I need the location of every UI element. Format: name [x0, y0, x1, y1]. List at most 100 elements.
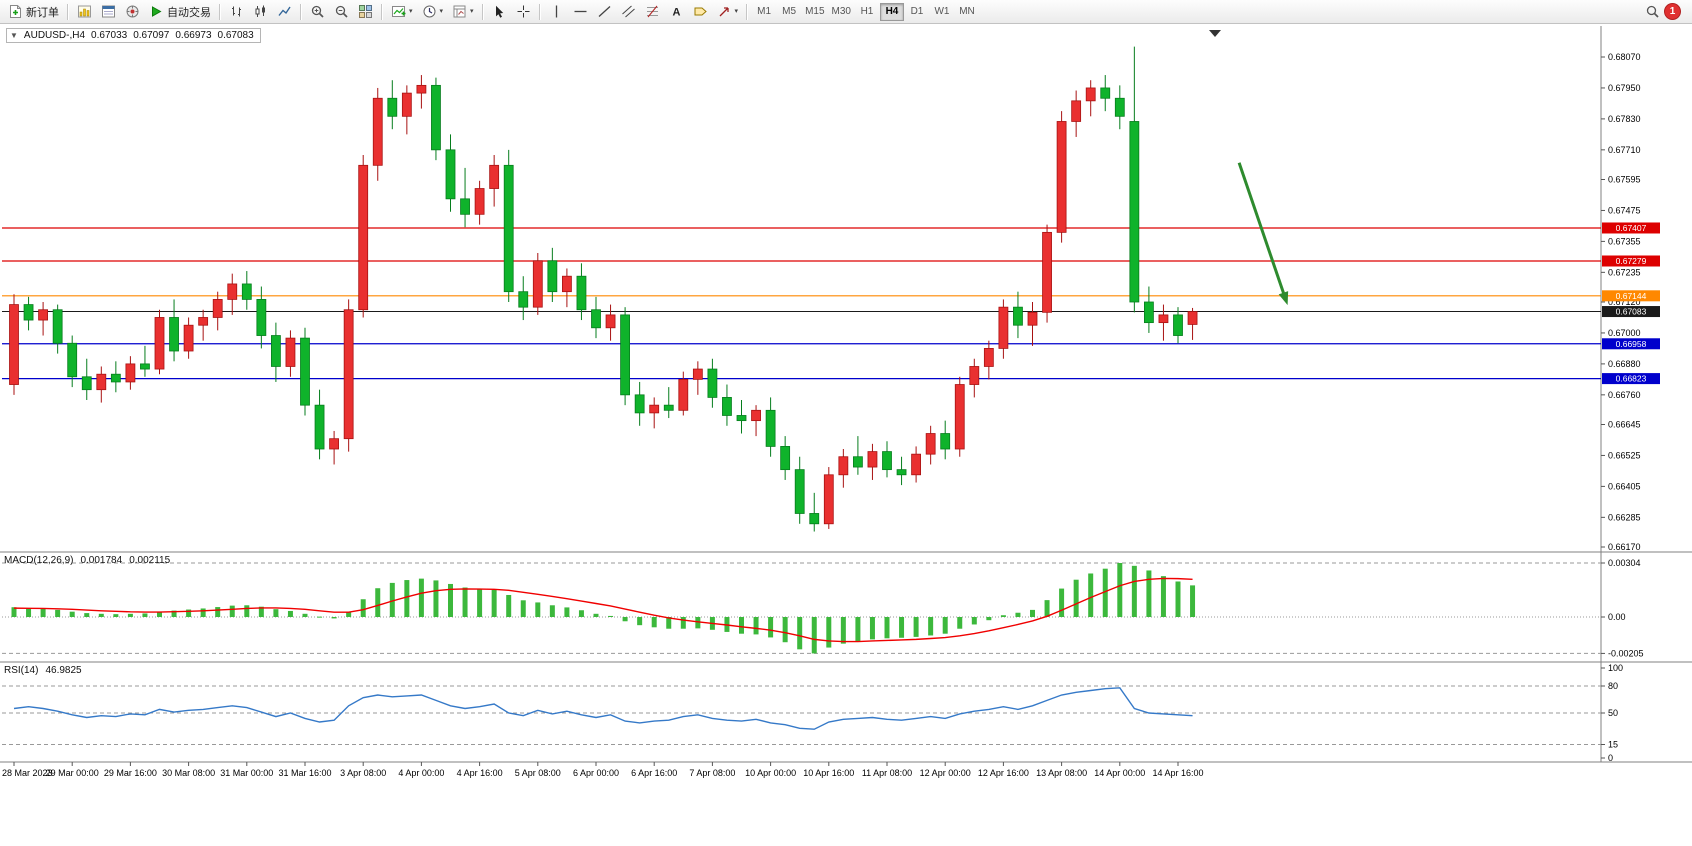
- svg-text:0: 0: [1608, 753, 1613, 763]
- indicators-icon: [392, 6, 406, 17]
- svg-text:13 Apr 08:00: 13 Apr 08:00: [1036, 768, 1087, 778]
- toolbar-separator: [67, 3, 69, 20]
- rsi-indicator-label: RSI(14) 46.9825: [4, 665, 82, 676]
- candlestick-mode-icon: [255, 5, 265, 17]
- toolbar-separator: [538, 3, 541, 20]
- navigator-icon: [126, 5, 139, 18]
- toolbar-separator: [219, 3, 221, 20]
- templates-button[interactable]: ▾: [448, 2, 478, 22]
- rsi-name: RSI(14): [4, 665, 39, 676]
- text-icon: A: [672, 7, 680, 19]
- svg-text:0.00: 0.00: [1608, 612, 1626, 622]
- svg-text:30 Mar 08:00: 30 Mar 08:00: [162, 768, 215, 778]
- tile-windows-button[interactable]: [354, 2, 377, 22]
- low-value: 0.66973: [175, 30, 212, 41]
- svg-text:12 Apr 00:00: 12 Apr 00:00: [920, 768, 971, 778]
- svg-text:14 Apr 00:00: 14 Apr 00:00: [1094, 768, 1145, 778]
- timeframe-button-h4[interactable]: H4: [879, 2, 904, 21]
- channel-icon: [621, 5, 635, 18]
- market-watch-icon: [102, 5, 115, 18]
- label-tool-button[interactable]: [689, 2, 712, 22]
- high-value: 0.67097: [133, 30, 170, 41]
- svg-text:6 Apr 00:00: 6 Apr 00:00: [573, 768, 619, 778]
- svg-text:0.66525: 0.66525: [1608, 450, 1641, 460]
- candlestick-mode-button[interactable]: [249, 2, 272, 22]
- periods-button[interactable]: ▾: [418, 2, 448, 22]
- charts-icon: [78, 5, 91, 18]
- toolbar-separator: [300, 3, 302, 20]
- svg-text:0.67355: 0.67355: [1608, 236, 1641, 246]
- navigator-button[interactable]: [121, 2, 144, 22]
- label-icon: [694, 7, 707, 16]
- svg-text:0.66405: 0.66405: [1608, 481, 1641, 491]
- svg-text:0.67710: 0.67710: [1608, 145, 1641, 155]
- zoom-in-button[interactable]: [306, 2, 329, 22]
- macd-signal-value: 0.002115: [129, 555, 171, 566]
- chart-window: 0.68070 0.67950 0.67830 0.67710 0.67595 0.674…: [0, 24, 1692, 784]
- text-tool-button[interactable]: A: [665, 2, 688, 22]
- zoom-out-button[interactable]: [330, 2, 353, 22]
- svg-text:4 Apr 16:00: 4 Apr 16:00: [457, 768, 503, 778]
- line-chart-mode-icon: [278, 6, 291, 16]
- svg-text:28 Mar 2023: 28 Mar 2023: [2, 768, 53, 778]
- crosshair-button[interactable]: [512, 2, 535, 22]
- line-chart-mode-button[interactable]: [273, 2, 296, 22]
- collapse-icon[interactable]: ▼: [10, 31, 18, 40]
- timeframe-button-mn[interactable]: MN: [955, 3, 979, 21]
- auto-trading-button[interactable]: 自动交易: [145, 2, 215, 22]
- svg-text:100: 100: [1608, 663, 1623, 673]
- zoom-in-icon: [311, 5, 324, 18]
- svg-text:0.67120: 0.67120: [1608, 297, 1641, 307]
- new-order-button[interactable]: 新订单: [4, 2, 63, 22]
- charts-button[interactable]: [73, 2, 96, 22]
- macd-value: 0.001784: [80, 555, 123, 566]
- svg-text:0.00304: 0.00304: [1608, 558, 1641, 568]
- svg-text:10 Apr 00:00: 10 Apr 00:00: [745, 768, 796, 778]
- timeframe-button-m5[interactable]: M5: [777, 3, 801, 21]
- svg-text:0.66760: 0.66760: [1608, 390, 1641, 400]
- svg-text:A: A: [672, 7, 680, 19]
- crosshair-icon: [517, 5, 530, 18]
- svg-text:5 Apr 08:00: 5 Apr 08:00: [515, 768, 561, 778]
- svg-text:10 Apr 16:00: 10 Apr 16:00: [803, 768, 854, 778]
- search-button[interactable]: [1641, 2, 1664, 22]
- svg-text:14 Apr 16:00: 14 Apr 16:00: [1152, 768, 1203, 778]
- bar-chart-mode-button[interactable]: [225, 2, 248, 22]
- auto-trading-icon: [152, 6, 162, 17]
- svg-text:29 Mar 16:00: 29 Mar 16:00: [104, 768, 157, 778]
- cursor-icon: [495, 5, 503, 18]
- vertical-line-tool-button[interactable]: [545, 2, 568, 22]
- channel-tool-button[interactable]: [617, 2, 640, 22]
- timeframe-button-m30[interactable]: M30: [829, 3, 854, 21]
- horizontal-line-icon: [574, 10, 587, 13]
- indicators-dropdown-caret: ▾: [409, 8, 413, 15]
- arrows-tool-button[interactable]: ▾: [713, 2, 743, 22]
- timeframe-button-h1[interactable]: H1: [855, 3, 879, 21]
- market-watch-button[interactable]: [97, 2, 120, 22]
- svg-text:80: 80: [1608, 681, 1618, 691]
- timeframe-button-m1[interactable]: M1: [752, 3, 776, 21]
- templates-dropdown-caret: ▾: [470, 8, 474, 15]
- svg-text:31 Mar 00:00: 31 Mar 00:00: [220, 768, 273, 778]
- periods-dropdown-caret: ▾: [439, 8, 444, 15]
- timeframe-button-w1[interactable]: W1: [930, 3, 954, 21]
- svg-text:15: 15: [1608, 740, 1618, 750]
- horizontal-line-tool-button[interactable]: [569, 2, 592, 22]
- svg-text:50: 50: [1608, 708, 1618, 718]
- auto-trading-label: 自动交易: [167, 6, 211, 19]
- notification-badge[interactable]: 1: [1665, 4, 1680, 19]
- chart-canvas[interactable]: 0.68070 0.67950 0.67830 0.67710 0.67595 0.674…: [0, 24, 1692, 784]
- fibonacci-tool-button[interactable]: [641, 2, 664, 22]
- svg-text:6 Apr 16:00: 6 Apr 16:00: [631, 768, 677, 778]
- cursor-button[interactable]: [488, 2, 511, 22]
- timeframe-button-d1[interactable]: D1: [905, 3, 929, 21]
- indicators-button[interactable]: ▾: [387, 2, 417, 22]
- arrow-objects-icon: [719, 7, 729, 17]
- svg-text:0.67475: 0.67475: [1608, 205, 1641, 215]
- trendline-tool-button[interactable]: [593, 2, 616, 22]
- timeframe-button-m15[interactable]: M15: [802, 3, 827, 21]
- svg-text:0.66823: 0.66823: [1616, 374, 1647, 384]
- rsi-value: 46.9825: [45, 665, 82, 676]
- svg-text:0.66880: 0.66880: [1608, 359, 1641, 369]
- timeframe-group: M1 M5 M15 M30 H1 H4 D1 W1 MN: [752, 2, 979, 21]
